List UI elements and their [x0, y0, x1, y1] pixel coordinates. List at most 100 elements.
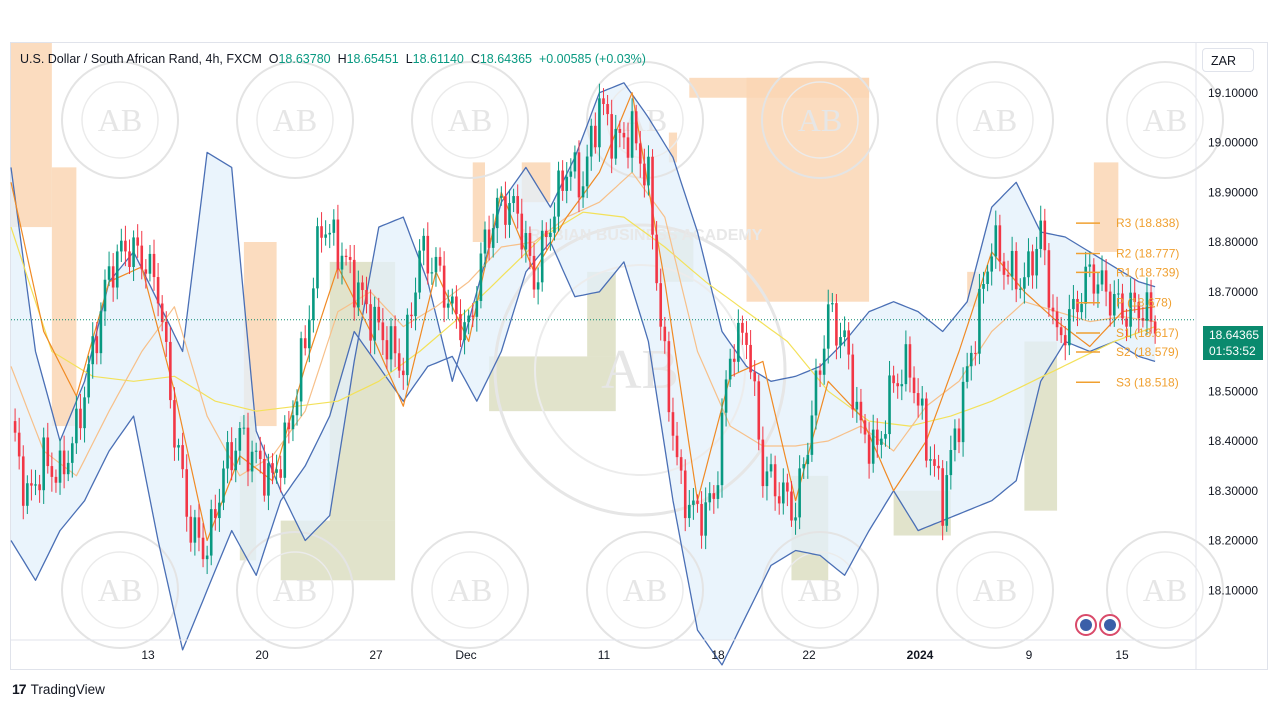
candle-body-237	[978, 288, 981, 354]
candle-body-128	[532, 255, 536, 290]
candle-body-98	[410, 314, 413, 317]
candle-body-60	[254, 450, 258, 452]
tradingview-brand[interactable]: 17 TradingView	[12, 681, 105, 697]
candle-body-140	[581, 186, 585, 198]
candle-body-18	[83, 397, 86, 429]
candle-body-135	[561, 170, 564, 191]
candle-body-35	[152, 253, 156, 278]
candle-body-50	[214, 509, 217, 519]
supply-zone-18	[1093, 162, 1119, 252]
candle-body-81	[340, 255, 344, 270]
supply-zone-12	[746, 77, 870, 302]
candle-body-209	[863, 420, 867, 435]
candle-body-101	[422, 235, 426, 251]
candle-body-4	[26, 483, 29, 506]
demand-zone-8	[489, 356, 616, 412]
candle-body-14	[66, 462, 70, 475]
y-tick-label-7: 18.80000	[1208, 235, 1258, 249]
candle-body-197	[814, 370, 818, 416]
candle-body-2	[17, 432, 21, 457]
candle-body-159	[659, 283, 663, 327]
candle-body-58	[246, 427, 250, 472]
candle-body-228	[941, 468, 944, 526]
candle-body-198	[818, 370, 822, 375]
candle-body-238	[982, 283, 985, 289]
candle-body-23	[103, 279, 107, 312]
candle-body-272	[1121, 293, 1124, 319]
bollinger-band-fill	[11, 82, 1156, 640]
candle-body-43	[185, 469, 189, 517]
candle-body-92	[385, 340, 389, 360]
watermark-inner-ring-4	[781, 81, 859, 159]
candle-body-176	[728, 358, 732, 380]
watermark-inner-ring-8	[256, 551, 334, 629]
watermark-logo-2: AB	[448, 102, 492, 138]
candle-body-256	[1055, 311, 1059, 328]
candle-body-179	[741, 322, 744, 333]
low-label: L	[405, 52, 413, 66]
candle-body-215	[888, 375, 891, 435]
candle-body-190	[786, 482, 789, 492]
candle-body-71	[299, 338, 303, 402]
watermark-inner-ring-13	[1126, 551, 1204, 629]
tradingview-wordmark: TradingView	[30, 681, 105, 697]
candle-body-224	[925, 398, 928, 461]
candle-body-89	[373, 306, 376, 341]
candle-body-180	[745, 332, 748, 345]
candle-body-113	[471, 315, 475, 317]
candle-body-47	[201, 537, 205, 560]
candle-body-41	[177, 445, 180, 448]
candle-body-144	[598, 98, 601, 148]
candle-body-170	[704, 502, 707, 536]
event-flag-inner-icon-1	[1104, 619, 1116, 631]
high-value: 18.65451	[346, 52, 399, 66]
candle-body-27	[120, 240, 123, 252]
candle-body-254	[1047, 250, 1051, 308]
close-label: C	[470, 52, 480, 66]
candle-body-33	[144, 269, 148, 274]
candle-body-134	[557, 170, 560, 217]
candle-body-167	[692, 500, 695, 505]
watermark-inner-ring-1	[256, 81, 334, 159]
low-value: 18.61140	[412, 52, 464, 66]
ma-long-line	[10, 211, 1156, 427]
candle-body-29	[128, 251, 131, 267]
candle-body-153	[634, 111, 638, 144]
x-tick-label-8: 9	[1026, 648, 1033, 662]
candle-body-276	[1137, 301, 1141, 319]
watermark-ring-10	[586, 531, 704, 649]
chart-header: U.S. Dollar / South African Rand, 4h, FX…	[20, 52, 646, 66]
candle-body-175	[724, 379, 728, 413]
candle-body-21	[95, 336, 99, 354]
candle-body-249	[1027, 251, 1030, 278]
y-tick-label-2: 18.30000	[1208, 484, 1258, 498]
candle-body-206	[851, 354, 855, 410]
candle-body-247	[1018, 288, 1022, 290]
candle-body-168	[696, 500, 699, 504]
candle-body-73	[307, 320, 311, 349]
candle-body-36	[156, 277, 160, 304]
candle-body-64	[271, 463, 274, 473]
candle-body-150	[622, 132, 626, 138]
candle-body-265	[1092, 264, 1096, 294]
candle-body-110	[459, 314, 462, 341]
candle-body-152	[630, 111, 634, 158]
candle-body-105	[438, 256, 442, 266]
candle-body-48	[205, 555, 209, 560]
watermark-inner-ring-0	[81, 81, 159, 159]
candle-body-16	[75, 408, 78, 444]
candle-body-241	[994, 225, 998, 257]
open-label: O	[268, 52, 279, 66]
candle-body-116	[483, 229, 487, 254]
currency-button[interactable]: ZAR	[1202, 48, 1254, 72]
candle-body-275	[1133, 292, 1137, 302]
candle-body-118	[491, 228, 495, 248]
candle-body-183	[757, 381, 761, 440]
watermark-center-ring	[493, 223, 787, 517]
candle-body-230	[949, 450, 953, 476]
candle-body-202	[835, 303, 838, 346]
candle-body-248	[1023, 277, 1026, 289]
candle-body-267	[1100, 270, 1104, 285]
candle-body-80	[336, 219, 340, 270]
